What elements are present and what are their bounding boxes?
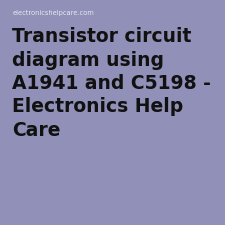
Text: electronicshelpcare.com: electronicshelpcare.com bbox=[12, 10, 94, 16]
Text: Transistor circuit
diagram using
A1941 and C5198 -
Electronics Help
Care: Transistor circuit diagram using A1941 a… bbox=[12, 27, 211, 140]
